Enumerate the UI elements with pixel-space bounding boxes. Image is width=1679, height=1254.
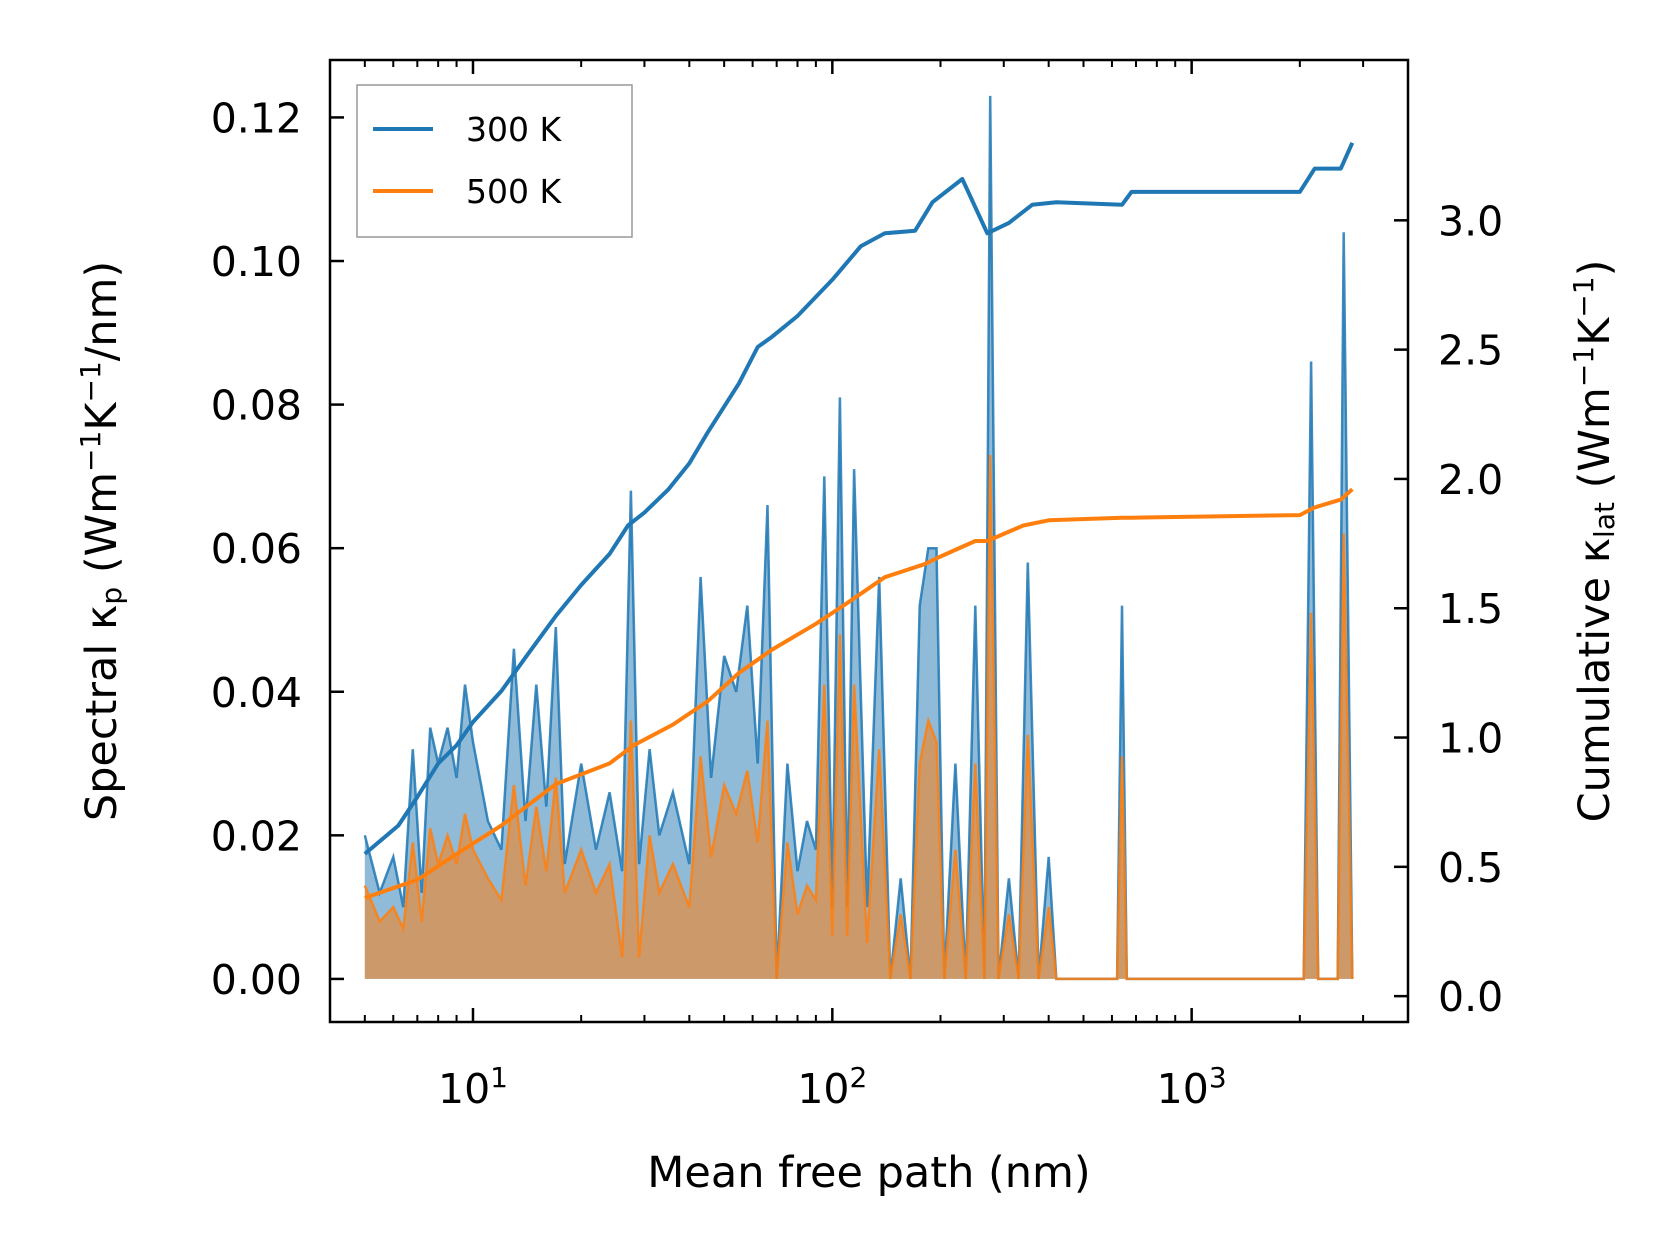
plot-frame <box>328 58 1410 1024</box>
right-y-tick-label: 0.0 <box>1438 973 1503 1021</box>
right-y-tick-label: 0.5 <box>1438 844 1503 892</box>
right-y-tick-label: 1.5 <box>1438 585 1503 633</box>
x-axis-label: Mean free path (nm) <box>647 1148 1090 1198</box>
x-tick-label: 102 <box>797 1061 867 1114</box>
legend-box <box>356 84 633 238</box>
right-y-tick-label: 3.0 <box>1438 197 1503 245</box>
plot-area <box>363 95 1355 981</box>
spectral-line-500-k-spectral <box>363 454 1354 981</box>
right-y-axis-label: Cumulative κlat (Wm−1K−1) <box>1567 260 1622 823</box>
left-y-tick-label: 0.04 <box>211 669 302 717</box>
legend: 300 K 500 K <box>356 84 633 238</box>
right-y-tick-label: 2.5 <box>1438 327 1503 375</box>
left-y-tick-label: 0.12 <box>211 94 302 142</box>
axis-ticks: 101 102 103 0.00 0.02 0.04 0.06 0.08 0.10 0.12 0.0… <box>211 60 1503 1114</box>
left-y-tick-label: 0.00 <box>211 956 302 1004</box>
cumulative-line-500-k <box>364 487 1354 900</box>
left-y-axis-label: Spectral κp (Wm−1K−1/nm) <box>74 261 129 821</box>
x-tick-label: 101 <box>438 1061 508 1114</box>
right-y-tick-label: 1.0 <box>1438 715 1503 763</box>
left-y-tick-label: 0.06 <box>211 525 302 573</box>
left-y-tick-label: 0.10 <box>211 238 302 286</box>
left-y-tick-label: 0.02 <box>211 812 302 860</box>
right-y-tick-label: 2.0 <box>1438 456 1503 504</box>
spectral-fill-500-k-spectral <box>364 454 1353 979</box>
cumulative-line-300-k <box>363 141 1355 856</box>
legend-label-500k: 500 K <box>466 172 562 211</box>
spectral-line-300-k-spectral <box>363 95 1354 981</box>
x-tick-label: 103 <box>1157 1061 1227 1114</box>
legend-label-300k: 300 K <box>466 110 562 149</box>
left-y-tick-label: 0.08 <box>211 382 302 430</box>
